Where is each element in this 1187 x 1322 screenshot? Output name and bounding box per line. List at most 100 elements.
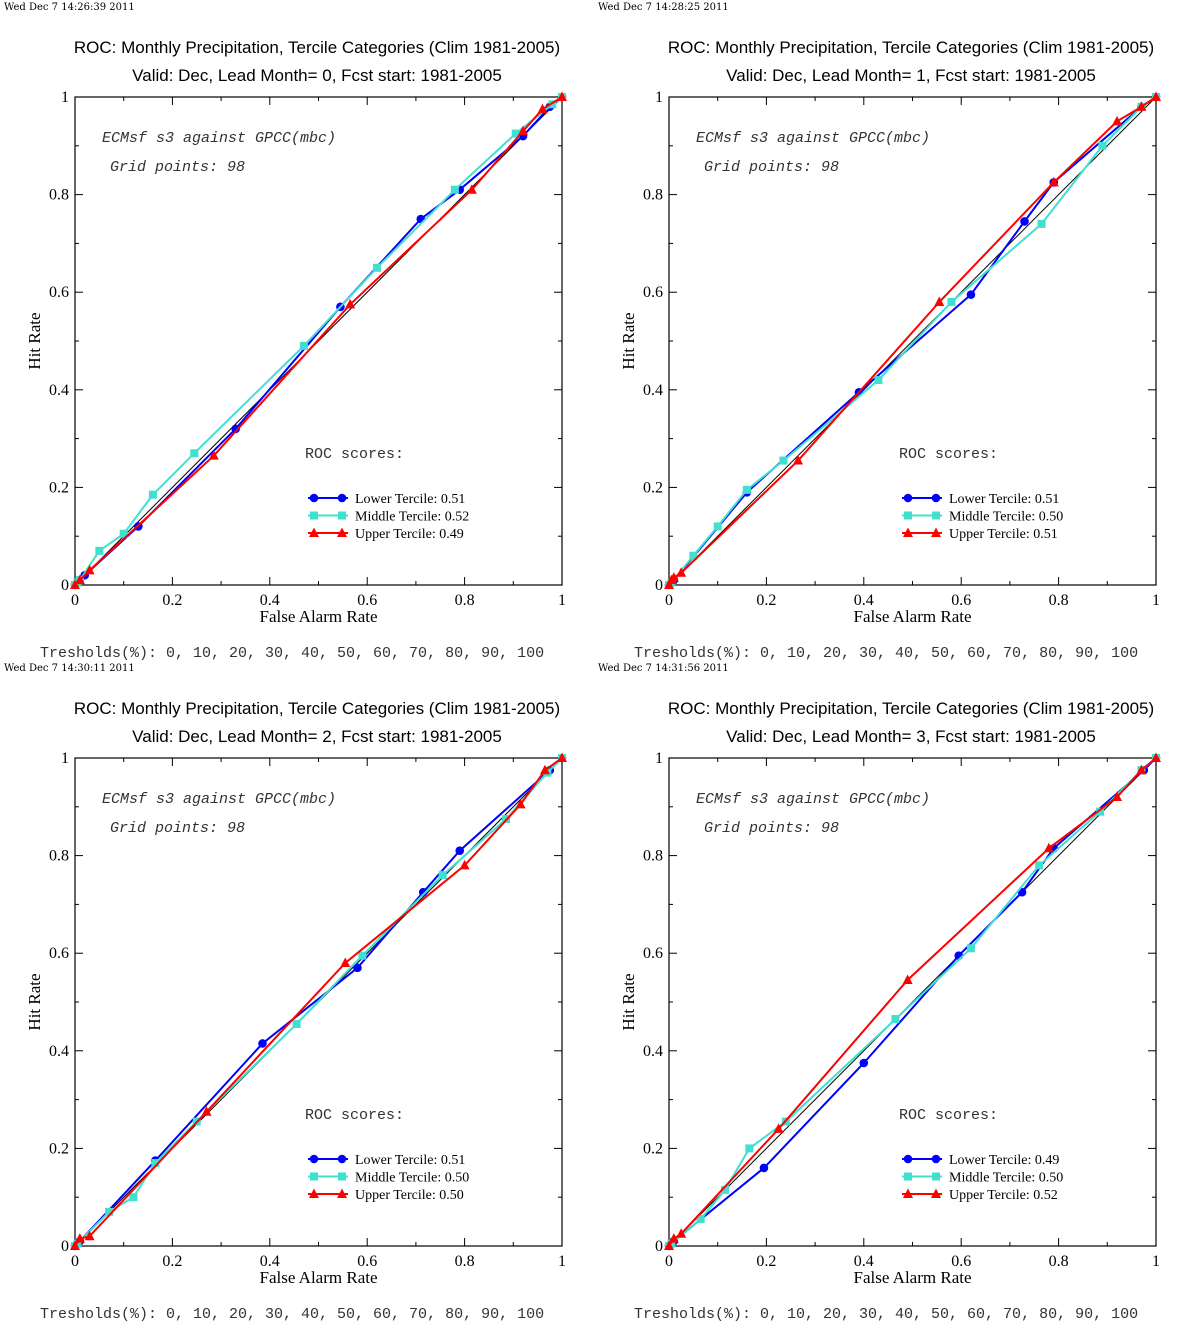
data-point [292,1019,301,1028]
x-tick-label: 0.8 [1049,592,1069,609]
data-point [966,290,976,299]
legend-marker [932,1172,940,1181]
legend-marker [337,1154,347,1164]
x-tick-label: 0.2 [162,592,182,609]
legend-marker [931,1154,941,1164]
data-point [340,957,351,967]
grid-points-annotation: Grid points: 98 [704,820,839,837]
legend-entry: Upper Tercile: 0.51 [902,527,1058,542]
data-point [450,185,459,194]
data-point [1020,217,1029,226]
roc-panel-lead-3: Wed Dec 7 14:31:56 2011 ROC: Monthly Prec… [594,661,1187,1322]
x-tick-label: 0.2 [756,1253,776,1270]
legend-label: Middle Tercile: 0.50 [355,1171,469,1186]
y-tick-label: 0.2 [49,479,69,496]
y-tick-label: 0.6 [643,945,663,962]
legend-label: Middle Tercile: 0.52 [355,510,469,525]
data-point [557,752,567,762]
legend-marker [337,1188,347,1198]
data-point [353,963,362,973]
thresholds-text: Tresholds(%): 0, 10, 20, 30, 40, 50, 60,… [634,645,1138,661]
data-point [891,1015,900,1024]
legend-label: Lower Tercile: 0.51 [355,1153,465,1168]
x-tick-label: 1 [558,592,566,609]
x-axis-label: False Alarm Rate [853,607,971,626]
x-tick-label: 1 [1152,1253,1160,1270]
legend-entry: Upper Tercile: 0.50 [308,1188,464,1203]
data-point [966,944,975,953]
chart-subtitle: Valid: Dec, Lead Month= 2, Fcst start: 1… [132,727,502,746]
data-point [231,424,241,434]
y-tick-label: 0.6 [49,945,69,962]
legend-label: Lower Tercile: 0.51 [355,492,465,507]
roc-scores-label: ROC scores: [899,1107,998,1124]
x-tick-label: 0.8 [455,592,475,609]
roc-chart-svg: Wed Dec 7 14:30:11 2011 ROC: Monthly Prec… [4,663,567,1322]
series-line [668,96,1157,586]
data-point [70,1240,80,1250]
legend-marker [931,493,941,503]
data-point [105,1207,114,1216]
x-tick-label: 0.8 [455,1253,475,1270]
x-tick-label: 0 [71,1253,79,1270]
y-tick-label: 0.8 [643,848,663,865]
data-point [74,1233,85,1243]
y-axis-label: Hit Rate [619,312,638,369]
legend-marker [337,493,347,503]
x-tick-label: 0.6 [951,1253,971,1270]
data-point [372,263,381,272]
series-upper-tercile [70,752,567,1250]
series-upper-tercile [664,752,1161,1250]
grid-points-annotation: Grid points: 98 [110,820,245,837]
series-upper-tercile [70,91,567,589]
data-point [1112,115,1123,126]
x-tick-label: 0.4 [260,592,280,609]
legend-marker [338,511,346,520]
data-point [70,579,80,589]
x-tick-label: 0.6 [951,592,971,609]
timestamp: Wed Dec 7 14:30:11 2011 [4,663,135,674]
data-point [859,1058,869,1068]
data-point [668,572,679,582]
model-annotation: ECMsf s3 against GPCC(mbc) [696,130,930,147]
x-tick-label: 0.4 [260,1253,280,1270]
data-point [713,522,722,531]
x-axis-label: False Alarm Rate [259,1268,377,1287]
data-point [1112,791,1123,802]
roc-panel-lead-2: Wed Dec 7 14:30:11 2011 ROC: Monthly Prec… [0,661,593,1322]
roc-scores-label: ROC scores: [899,446,998,463]
legend-entry: Middle Tercile: 0.52 [308,510,469,525]
legend-marker [904,511,912,520]
x-tick-label: 0.6 [357,592,377,609]
legend-marker [903,1154,913,1164]
x-axis-label: False Alarm Rate [853,1268,971,1287]
y-axis-label: Hit Rate [25,973,44,1030]
x-tick-label: 0.4 [854,1253,874,1270]
timestamp: Wed Dec 7 14:28:25 2011 [598,2,729,13]
y-tick-label: 0.8 [49,848,69,865]
legend-entry: Lower Tercile: 0.51 [902,492,1059,507]
legend-entry: Lower Tercile: 0.49 [902,1153,1059,1168]
model-annotation: ECMsf s3 against GPCC(mbc) [102,791,336,808]
no-skill-diagonal [668,96,1157,586]
data-point [773,1123,784,1133]
legend-label: Middle Tercile: 0.50 [949,510,1063,525]
legend-marker [932,511,940,520]
legend-marker [337,527,347,537]
legend-marker [309,1154,319,1164]
data-point [299,341,308,350]
series-line [74,757,563,1247]
data-point [548,100,557,109]
roc-chart-svg: Wed Dec 7 14:31:56 2011 ROC: Monthly Prec… [598,663,1161,1322]
data-point [1136,764,1147,775]
legend-marker [309,1188,319,1198]
y-tick-label: 0.6 [49,284,69,301]
thresholds-text: Tresholds(%): 0, 10, 20, 30, 40, 50, 60,… [40,1306,544,1322]
legend-marker [903,527,913,537]
y-tick-label: 0 [655,577,663,594]
data-point [518,125,529,136]
x-tick-label: 1 [1152,592,1160,609]
data-point [455,846,465,856]
legend-entry: Middle Tercile: 0.50 [902,510,1063,525]
data-point [358,951,367,960]
